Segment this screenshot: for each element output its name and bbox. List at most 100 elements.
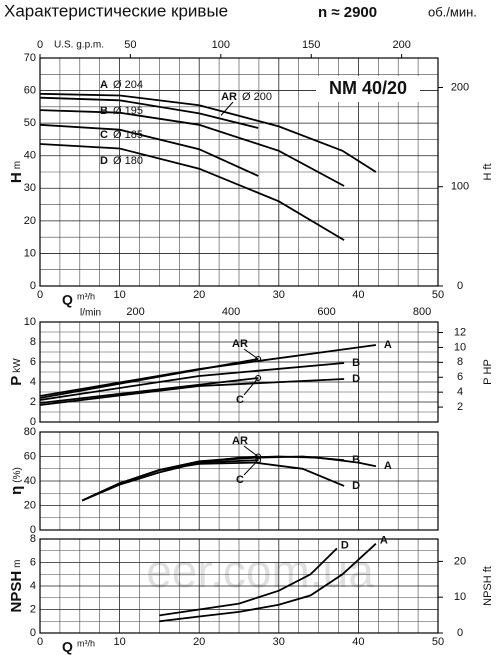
series-diameter: Ø 185 (113, 129, 143, 141)
x-tick-label: 30 (273, 289, 285, 301)
series-label: AR (232, 338, 248, 350)
bottom2-tick-label: 600 (317, 306, 335, 318)
x-tick-label: 50 (432, 289, 444, 301)
curve (159, 543, 377, 623)
series-label: AR (232, 435, 248, 447)
y2-tick-label: 6 (457, 371, 463, 383)
x-tick-label: 30 (273, 636, 285, 648)
y2-tick-label: 2 (457, 401, 463, 413)
y-tick-label: 2 (30, 396, 36, 408)
end-marker (255, 375, 262, 381)
y-axis-name: η (8, 486, 25, 495)
top-tick-label: 50 (124, 39, 136, 51)
y2-axis-name: NPSH (482, 575, 494, 606)
y-tick-label: 8 (30, 336, 36, 348)
series-diameter: Ø 195 (113, 105, 143, 117)
series-label: C (100, 129, 108, 141)
top-tick-label: 150 (302, 39, 320, 51)
series-label: B (352, 454, 360, 466)
series-label: AR (221, 91, 237, 103)
end-marker (255, 453, 262, 460)
curve (39, 143, 345, 241)
speed-unit: об./мин. (428, 4, 477, 19)
y-axis-label: NPSH m (8, 559, 25, 612)
leader (220, 101, 234, 116)
x-tick-label: 40 (352, 289, 364, 301)
watermark: eer.com.ua (146, 545, 374, 597)
y-tick-label: 40 (24, 475, 36, 487)
y-tick-label: 0 (30, 627, 36, 639)
y-tick-label: 2 (30, 603, 36, 615)
y-tick-label: 30 (24, 182, 36, 194)
leader (243, 377, 259, 396)
x-axis-name: Q (62, 639, 73, 655)
bottom2-axis-label: l/min (80, 308, 101, 319)
top-tick-label: 100 (212, 39, 230, 51)
y2-tick-label: 12 (454, 326, 466, 338)
series-label: A (384, 339, 392, 351)
x-tick-label: 0 (37, 636, 43, 648)
y-axis-unit: kW (12, 358, 23, 373)
bottom2-tick-label: 800 (413, 306, 431, 318)
y2-tick-label: 0 (457, 280, 463, 292)
series-label: A (380, 535, 388, 547)
y-tick-label: 4 (30, 376, 36, 388)
y-axis-name: H (8, 172, 25, 183)
y2-tick-label: 10 (454, 591, 466, 603)
y-tick-label: 60 (24, 450, 36, 462)
y-tick-label: 0 (30, 524, 36, 536)
y2-axis-name: H (482, 173, 494, 181)
y2-tick-label: 100 (451, 181, 469, 193)
top-tick-label: 0 (37, 39, 43, 51)
y-tick-label: 8 (30, 533, 36, 545)
y-tick-label: 0 (30, 416, 36, 428)
y-axis-unit: m (12, 161, 23, 169)
x-tick-label: 10 (113, 289, 125, 301)
series-diameter: Ø 180 (113, 155, 143, 167)
x-tick-label: 50 (432, 636, 444, 648)
series-diameter: Ø 204 (113, 79, 143, 91)
y2-axis-unit: ft (482, 566, 494, 572)
curve (39, 358, 259, 399)
y2-axis-label: P HP (482, 359, 494, 385)
curve (39, 378, 345, 406)
y-axis-name: P (8, 376, 25, 386)
series-label: A (100, 79, 108, 91)
y-tick-label: 20 (24, 215, 36, 227)
series-label: B (100, 105, 108, 117)
speed: n ≈ 2900 (318, 4, 377, 21)
curve (39, 92, 377, 173)
y-axis-name: NPSH (8, 571, 25, 613)
series-label: D (352, 373, 360, 385)
y2-tick-label: 8 (457, 356, 463, 368)
x-tick-label: 40 (352, 636, 364, 648)
curve (39, 96, 259, 129)
curve (39, 109, 345, 187)
x-tick-label: 20 (193, 289, 205, 301)
y-tick-label: 80 (24, 426, 36, 438)
y-tick-label: 4 (30, 580, 36, 592)
bottom2-tick-label: 400 (222, 306, 240, 318)
plot-frame (39, 538, 439, 634)
plot-frame (39, 321, 439, 423)
series-label: A (384, 460, 392, 472)
x-tick-label: 20 (193, 636, 205, 648)
curve (39, 362, 345, 401)
y-tick-label: 20 (24, 499, 36, 511)
y-tick-label: 40 (24, 150, 36, 162)
y-axis-unit: (%) (12, 467, 23, 483)
y2-axis-label: NPSH ft (482, 566, 494, 606)
curve (159, 547, 338, 617)
top-tick-label: 200 (392, 39, 410, 51)
y2-tick-label: 20 (454, 555, 466, 567)
y2-axis-name: P (482, 377, 494, 384)
series-label: D (100, 155, 108, 167)
x-tick-label: 0 (37, 289, 43, 301)
plot-frame (39, 431, 439, 531)
title: Характеристические кривые (4, 1, 228, 20)
y2-tick-label: 4 (457, 386, 463, 398)
y-tick-label: 6 (30, 356, 36, 368)
y2-axis-unit: ft (482, 163, 494, 169)
